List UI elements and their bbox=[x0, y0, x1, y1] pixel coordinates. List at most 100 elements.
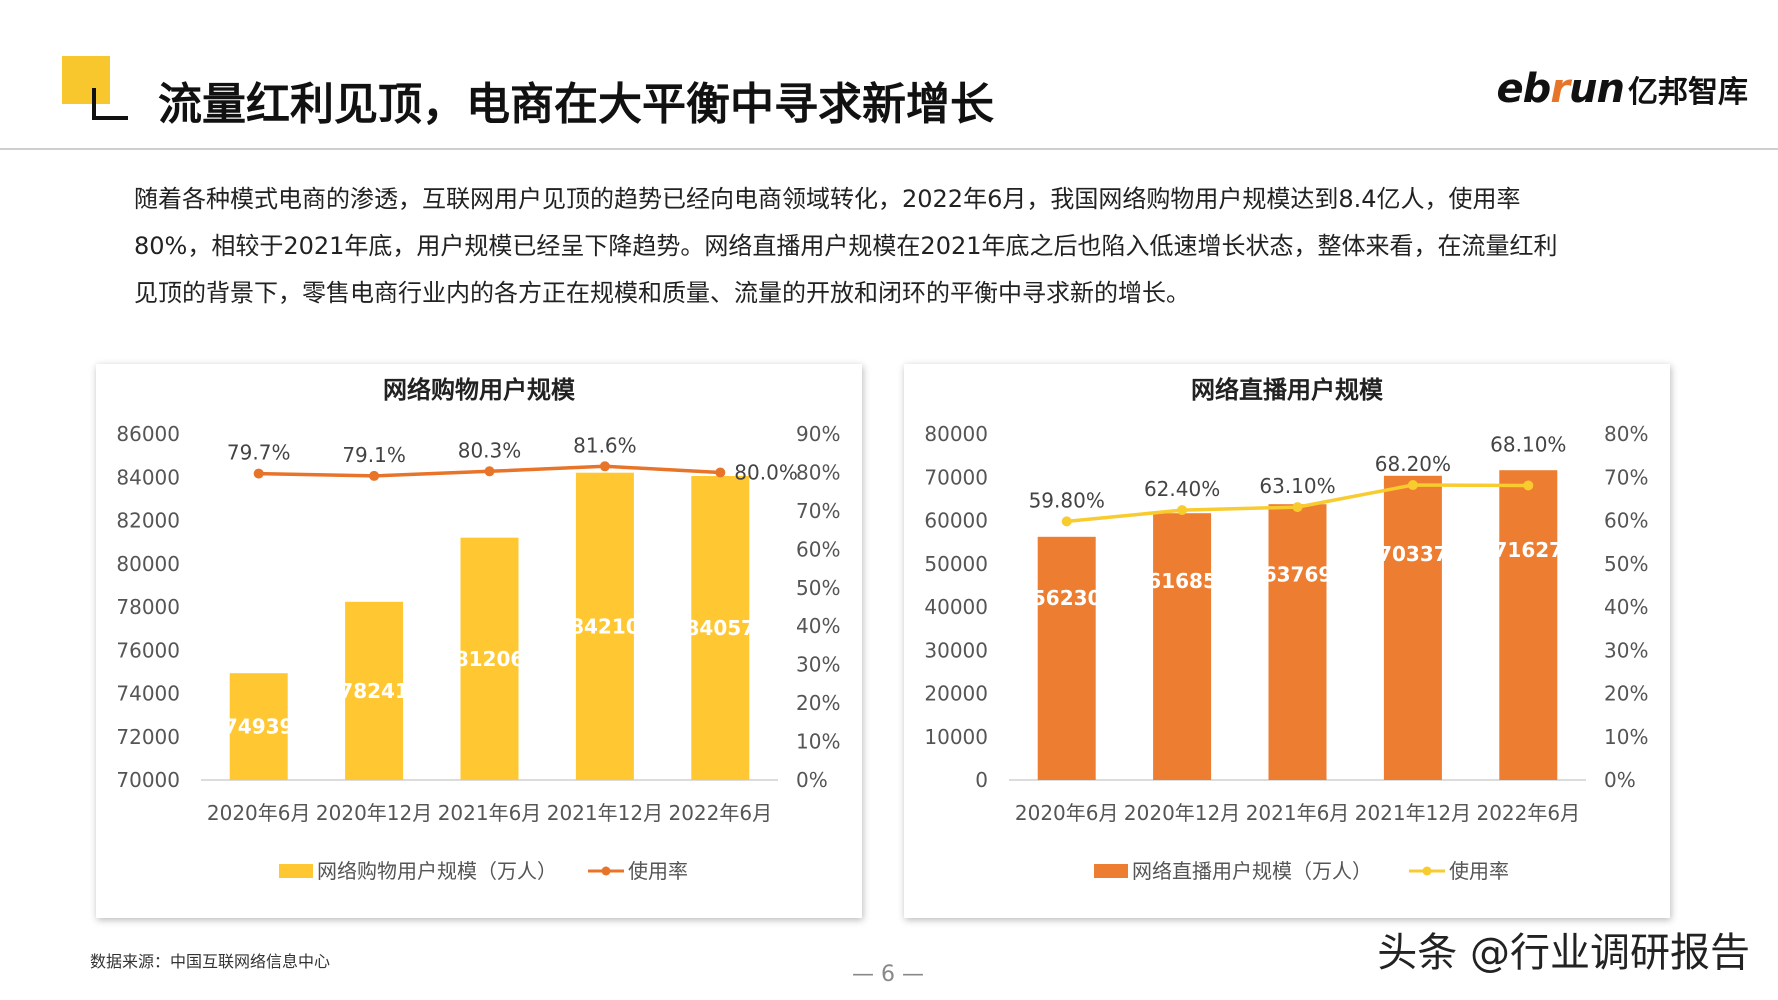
rate-value-label: 63.10% bbox=[1259, 474, 1335, 498]
bar-value-label: 78241 bbox=[339, 679, 409, 703]
y-axis-tick-label: 82000 bbox=[116, 509, 180, 533]
bar bbox=[229, 673, 288, 780]
bar-value-label: 70337 bbox=[1378, 542, 1448, 566]
x-axis-tick-label: 2021年12月 bbox=[547, 801, 663, 825]
y2-axis-tick-label: 70% bbox=[796, 499, 840, 523]
bar bbox=[1037, 536, 1096, 780]
chart-title: 网络直播用户规模 bbox=[1191, 376, 1384, 404]
x-axis-tick-label: 2021年12月 bbox=[1355, 801, 1471, 825]
y-axis-tick-label: 86000 bbox=[116, 422, 180, 446]
rate-value-label: 79.7% bbox=[227, 441, 291, 465]
x-axis-tick-label: 2020年12月 bbox=[316, 801, 432, 825]
y2-axis-tick-label: 0% bbox=[796, 768, 828, 792]
bar bbox=[691, 476, 750, 780]
rate-point bbox=[484, 466, 495, 477]
y2-axis-tick-label: 50% bbox=[1604, 552, 1648, 576]
chart-panel-online-shopping: 网络购物用户规模 86000 84000 82000 80000 78000 76000 74… bbox=[96, 364, 862, 918]
intro-line: 见顶的背景下，零售电商行业内的各方正在规模和质量、流量的开放和闭环的平衡中寻求新… bbox=[134, 279, 1190, 307]
y-axis-tick-label: 50000 bbox=[924, 552, 988, 576]
rate-point bbox=[715, 467, 726, 478]
rate-point bbox=[1523, 480, 1534, 491]
y-axis-tick-label: 60000 bbox=[924, 509, 988, 533]
y2-axis-tick-label: 40% bbox=[1604, 595, 1648, 619]
y2-axis-tick-label: 80% bbox=[1604, 422, 1648, 446]
title-accent-square bbox=[62, 56, 110, 104]
rate-value-label: 62.40% bbox=[1144, 477, 1220, 501]
y-axis-tick-label: 78000 bbox=[116, 595, 180, 619]
page-title: 流量红利见顶，电商在大平衡中寻求新增长 bbox=[158, 79, 994, 130]
intro-line: 80%，相较于2021年底，用户规模已经呈下降趋势。网络直播用户规模在2021年… bbox=[134, 232, 1558, 260]
y2-axis-tick-label: 10% bbox=[796, 730, 840, 754]
rate-point bbox=[1407, 480, 1418, 491]
bar bbox=[1499, 470, 1558, 780]
y2-axis-tick-label: 90% bbox=[796, 422, 840, 446]
brand-logo-cn: 亿邦智库 bbox=[1628, 75, 1748, 110]
rate-value-label: 81.6% bbox=[573, 433, 637, 457]
x-axis-tick-label: 2020年12月 bbox=[1124, 801, 1240, 825]
rate-point bbox=[253, 468, 264, 479]
x-axis-tick-label: 2021年6月 bbox=[1246, 801, 1350, 825]
rate-value-label: 68.10% bbox=[1490, 432, 1566, 456]
bar-value-label: 71627 bbox=[1494, 538, 1564, 562]
bar-value-label: 81206 bbox=[455, 647, 525, 671]
y2-axis-tick-label: 40% bbox=[796, 614, 840, 638]
legend-swatch-marker bbox=[1422, 866, 1432, 876]
legend-label: 网络购物用户规模（万人） bbox=[317, 859, 557, 883]
rate-value-label: 79.1% bbox=[342, 443, 406, 467]
bar bbox=[1153, 513, 1212, 780]
rate-value-label: 59.80% bbox=[1029, 488, 1105, 512]
y-axis-tick-label: 30000 bbox=[924, 638, 988, 662]
online-shopping-chart: 网络购物用户规模 86000 84000 82000 80000 78000 76000 74… bbox=[116, 376, 840, 883]
y2-axis-tick-label: 20% bbox=[1604, 682, 1648, 706]
y-axis-tick-label: 80000 bbox=[924, 422, 988, 446]
chart-panel-live-streaming: 网络直播用户规模 80000 70000 60000 50000 40000 30000 20… bbox=[904, 364, 1670, 918]
y2-axis-tick-label: 60% bbox=[796, 537, 840, 561]
y-axis-tick-label: 40000 bbox=[924, 595, 988, 619]
data-source: 数据来源：中国互联网络信息中心 bbox=[90, 952, 331, 971]
x-axis-tick-label: 2022年6月 bbox=[1476, 801, 1580, 825]
y2-axis-tick-label: 70% bbox=[1604, 465, 1648, 489]
rate-point bbox=[369, 470, 380, 481]
y2-axis-tick-label: 30% bbox=[796, 653, 840, 677]
brand-logo-en: ebrun bbox=[1496, 66, 1625, 112]
y-axis-tick-label: 72000 bbox=[116, 725, 180, 749]
bar-value-label: 61685 bbox=[1147, 569, 1217, 593]
rate-value-label: 80.0% bbox=[734, 460, 798, 484]
y-axis-tick-label: 74000 bbox=[116, 682, 180, 706]
bar bbox=[1268, 504, 1327, 780]
y2-axis-tick-label: 0% bbox=[1604, 768, 1636, 792]
y2-axis-tick-label: 30% bbox=[1604, 638, 1648, 662]
y-axis-tick-label: 80000 bbox=[116, 552, 180, 576]
live-streaming-chart: 网络直播用户规模 80000 70000 60000 50000 40000 30000 20… bbox=[924, 376, 1648, 883]
bar-value-label: 84210 bbox=[570, 614, 640, 638]
y2-axis-tick-label: 60% bbox=[1604, 509, 1648, 533]
bar-value-label: 63769 bbox=[1263, 562, 1333, 586]
bar bbox=[1383, 475, 1442, 780]
rate-point bbox=[1061, 516, 1072, 527]
title-accent-outline bbox=[92, 88, 128, 120]
x-axis-tick-label: 2020年6月 bbox=[207, 801, 311, 825]
rate-point bbox=[1177, 505, 1188, 516]
rate-value-label: 68.20% bbox=[1375, 452, 1451, 476]
x-axis-tick-label: 2021年6月 bbox=[438, 801, 542, 825]
brand-logo: ebrun 亿邦智库 bbox=[1497, 66, 1748, 112]
legend-label: 使用率 bbox=[628, 859, 688, 883]
title-divider bbox=[0, 148, 1778, 150]
y-axis-tick-label: 0 bbox=[975, 768, 988, 792]
rate-point bbox=[599, 461, 610, 472]
x-axis-tick-label: 2022年6月 bbox=[668, 801, 772, 825]
bar-value-label: 74939 bbox=[224, 715, 294, 739]
y-axis-tick-label: 76000 bbox=[116, 638, 180, 662]
bar bbox=[460, 537, 519, 780]
y2-axis-tick-label: 20% bbox=[796, 691, 840, 715]
bar-value-label: 56230 bbox=[1032, 586, 1102, 610]
legend-swatch-bar bbox=[1094, 864, 1128, 878]
bar bbox=[575, 472, 634, 780]
watermark: 头条 @行业调研报告 bbox=[1377, 930, 1750, 976]
intro-line: 随着各种模式电商的渗透，互联网用户见顶的趋势已经向电商领域转化，2022年6月，… bbox=[134, 185, 1521, 213]
y2-axis-tick-label: 10% bbox=[1604, 725, 1648, 749]
y-axis-tick-label: 84000 bbox=[116, 465, 180, 489]
x-axis-tick-label: 2020年6月 bbox=[1015, 801, 1119, 825]
rate-point bbox=[1292, 502, 1303, 513]
y-axis-tick-label: 70000 bbox=[116, 768, 180, 792]
